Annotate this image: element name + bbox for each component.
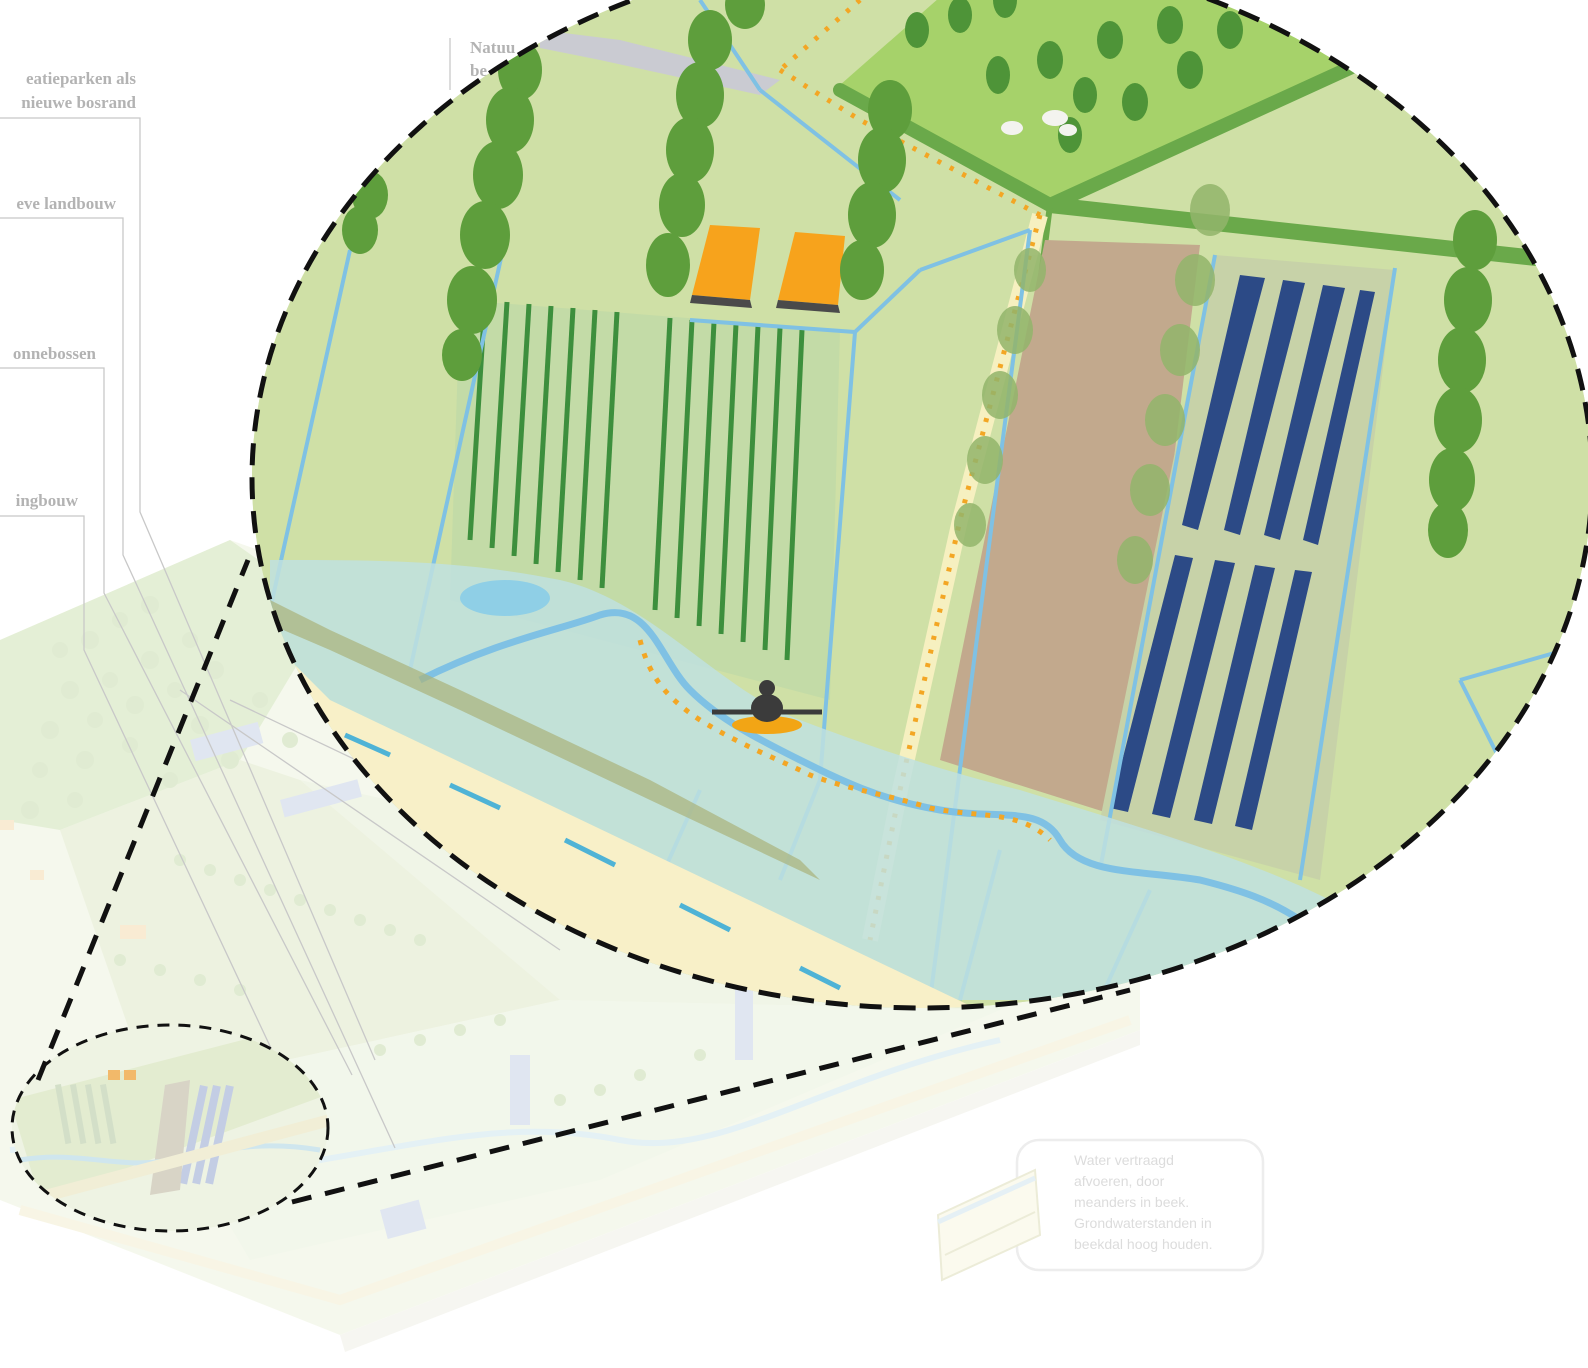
- map-solar-arrays: [189, 721, 753, 1239]
- pond-icon: [460, 580, 550, 616]
- label-landbouw: eve landbouw: [16, 194, 116, 213]
- building-icon: [690, 225, 845, 313]
- map-buildings: [0, 820, 146, 939]
- mini-brook-illustration: [936, 1168, 1042, 1282]
- meander-stream: [418, 609, 1302, 923]
- hedgerow-trees: [954, 184, 1230, 584]
- leader-lines: [0, 38, 651, 1149]
- tree-icon: [342, 0, 1497, 558]
- road-verge: [260, 600, 820, 880]
- zoom-dashed-outline: [249, 0, 1588, 1011]
- reed-rows: [467, 299, 805, 661]
- small-zoom-area: [10, 1023, 330, 1233]
- label-recreatieparken-1: eatieparken als: [25, 69, 136, 88]
- zoom-cone: [35, 559, 1131, 1205]
- map-side: [340, 1030, 1140, 1352]
- map-trees: [21, 596, 706, 1106]
- map-meadow: [150, 1000, 1000, 1260]
- label-natuur-2: be: [470, 61, 487, 80]
- water-note-callout: [936, 1138, 1265, 1282]
- road-markings: [343, 732, 842, 991]
- note-line: beekdal hoog houden.: [1074, 1236, 1213, 1252]
- zoomed-detail: [249, 0, 1588, 1011]
- note-line: Grondwaterstanden in: [1074, 1215, 1212, 1231]
- label-woningbouw: ingbouw: [15, 491, 78, 510]
- water-note-text: Water vertraagd afvoeren, door meanders …: [1074, 1150, 1254, 1255]
- note-line: Water vertraagd: [1074, 1152, 1174, 1168]
- solar-field: [1100, 255, 1395, 880]
- map-road: [18, 1015, 1132, 1306]
- note-line: afvoeren, door: [1074, 1173, 1165, 1189]
- note-line: meanders in beek.: [1074, 1194, 1190, 1210]
- solar-panel-icon: [1110, 275, 1375, 830]
- label-recreatieparken-2: nieuwe bosrand: [21, 93, 136, 112]
- kayak-icon: [712, 680, 822, 734]
- label-zonnebossen: onnebossen: [12, 344, 96, 363]
- small-dashed-outline: [10, 1023, 330, 1233]
- label-natuur-1: Natuu: [470, 38, 516, 57]
- sheep-icon: [1001, 110, 1077, 136]
